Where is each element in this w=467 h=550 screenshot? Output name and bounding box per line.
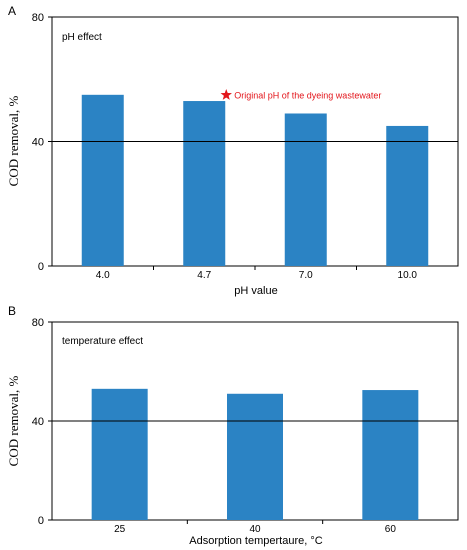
panel-b-x-axis-label: Adsorption tempertaure, °C [189, 535, 322, 547]
panel-b-y-tick-label-0: 0 [38, 515, 44, 527]
panel-b-x-tick-label-2: 60 [385, 524, 397, 535]
panel-b-x-tick-label-1: 40 [249, 524, 261, 535]
panel-a-bar-1 [183, 101, 226, 266]
star-icon [220, 89, 232, 100]
panel-a-x-tick-label-1: 4.7 [197, 270, 211, 281]
panel-b-marks: 0 40 80 25 40 60 [32, 317, 458, 535]
panel-b-label: B [8, 304, 16, 318]
panel-a-x-tick-label-3: 10.0 [398, 270, 418, 281]
panel-a: A pH effect COD removal, % pH value 0 40 8… [6, 4, 459, 297]
panel-b-title: temperature effect [62, 336, 143, 347]
panel-a-x-axis-label: pH value [234, 285, 277, 297]
panel-a-y-tick-label-0: 0 [38, 261, 44, 273]
panel-a-bar-3 [386, 125, 429, 266]
panel-b: B temperature effect COD removal, % Adso… [6, 304, 459, 547]
panel-b-y-axis-label: COD removal, % [6, 376, 21, 467]
panel-b-bar-2 [362, 390, 419, 520]
panel-b-y-tick-label-2: 80 [32, 317, 44, 329]
panel-a-bar-2 [284, 113, 327, 267]
panel-a-annotation-text: Original pH of the dyeing wastewater [234, 91, 381, 101]
panel-a-title: pH effect [62, 32, 102, 43]
panel-b-x-tick-label-0: 25 [114, 524, 126, 535]
panel-a-marks: 0 40 80 4.0 4.7 7.0 10.0 Original pH of the dye… [32, 12, 458, 281]
panel-a-bar-0 [81, 94, 124, 266]
panel-b-bar-0 [91, 388, 148, 520]
panel-a-x-tick-label-0: 4.0 [96, 270, 110, 281]
panel-a-y-tick-label-1: 40 [32, 137, 44, 149]
panel-b-y-tick-label-1: 40 [32, 416, 44, 428]
panel-b-bar-1 [227, 393, 283, 520]
panel-a-label: A [8, 4, 16, 18]
panel-a-y-tick-label-2: 80 [32, 12, 44, 24]
panel-a-x-tick-label-2: 7.0 [299, 270, 313, 281]
panel-a-y-axis-label: COD removal, % [6, 96, 21, 187]
